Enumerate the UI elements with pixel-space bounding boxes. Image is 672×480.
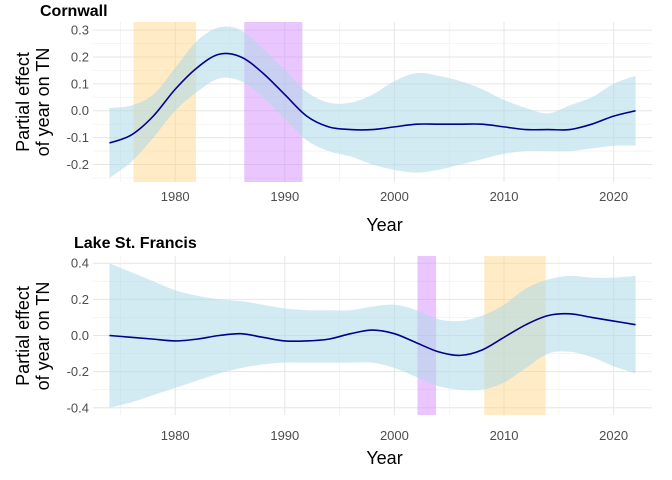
y-tick-label: 0.3 bbox=[71, 23, 89, 38]
y-tick-label: 0.2 bbox=[71, 49, 89, 64]
x-tick-label: 1990 bbox=[270, 428, 299, 443]
y-tick-label: -0.1 bbox=[67, 130, 89, 145]
panel-cornwall: 1980 1990 2000 2010 2020 -0.2 -0.1 0.0 0.1 0.2 0.3… bbox=[13, 3, 652, 235]
panel-title: Lake St. Francis bbox=[74, 235, 197, 252]
y-axis-title-line: of year on TN bbox=[33, 48, 53, 157]
y-axis-title-line: Partial effect bbox=[13, 52, 33, 152]
x-tick-label: 2020 bbox=[599, 428, 628, 443]
confidence-ribbon bbox=[109, 263, 636, 408]
x-tick-label: 1980 bbox=[161, 189, 190, 204]
confidence-ribbon bbox=[109, 26, 636, 178]
x-tick-label: 2010 bbox=[490, 189, 519, 204]
y-axis-title-line: Partial effect bbox=[13, 286, 33, 386]
x-tick-label: 2020 bbox=[599, 189, 628, 204]
x-tick-label: 2000 bbox=[380, 189, 409, 204]
effect-line bbox=[109, 312, 636, 357]
y-tick-label: 0.2 bbox=[71, 292, 89, 307]
y-axis-title: Partial effectof year on TN bbox=[13, 48, 53, 157]
y-tick-label: -0.4 bbox=[67, 400, 89, 415]
y-tick-label: -0.2 bbox=[67, 157, 89, 172]
y-tick-label: 0.4 bbox=[71, 256, 89, 271]
y-tick-label: 0.0 bbox=[71, 328, 89, 343]
x-tick-label: 2000 bbox=[380, 428, 409, 443]
x-tick-label: 1990 bbox=[270, 189, 299, 204]
x-tick-label: 1980 bbox=[161, 428, 190, 443]
y-axis-title: Partial effectof year on TN bbox=[13, 282, 53, 391]
y-tick-label: 0.1 bbox=[71, 76, 89, 91]
panel-title: Cornwall bbox=[40, 3, 108, 20]
effect-line bbox=[109, 52, 636, 144]
y-tick-label: -0.2 bbox=[67, 364, 89, 379]
y-axis-title-line: of year on TN bbox=[33, 282, 53, 391]
panel-lake-st-francis: 1980 1990 2000 2010 2020 -0.4 -0.2 0.0 0.2 0.4 Yea… bbox=[13, 235, 652, 468]
x-tick-label: 2010 bbox=[490, 428, 519, 443]
x-axis-title: Year bbox=[366, 215, 402, 235]
y-tick-label: 0.0 bbox=[71, 103, 89, 118]
x-axis-title: Year bbox=[366, 448, 402, 468]
